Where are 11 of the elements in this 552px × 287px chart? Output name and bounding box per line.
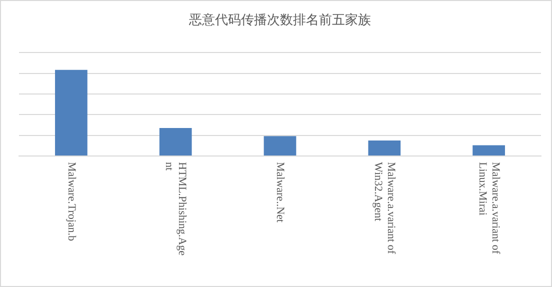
x-tick-label: Malware.Trojan.b [65, 162, 78, 242]
x-tick-label: HTML.Phishing.Agent [163, 162, 188, 256]
bar [159, 128, 192, 156]
bar [264, 136, 296, 156]
chart-title: 恶意代码传播次数排名前五家族 [188, 12, 371, 28]
x-tick-label: Malware.a.variant of Win32.Agent [372, 162, 398, 254]
bar [55, 70, 88, 156]
x-tick-label: Malware.a.variant of Linux.Mirai [476, 162, 502, 254]
bar [368, 140, 401, 156]
bar [472, 145, 505, 156]
x-tick-label: Malware..Net [274, 162, 286, 222]
